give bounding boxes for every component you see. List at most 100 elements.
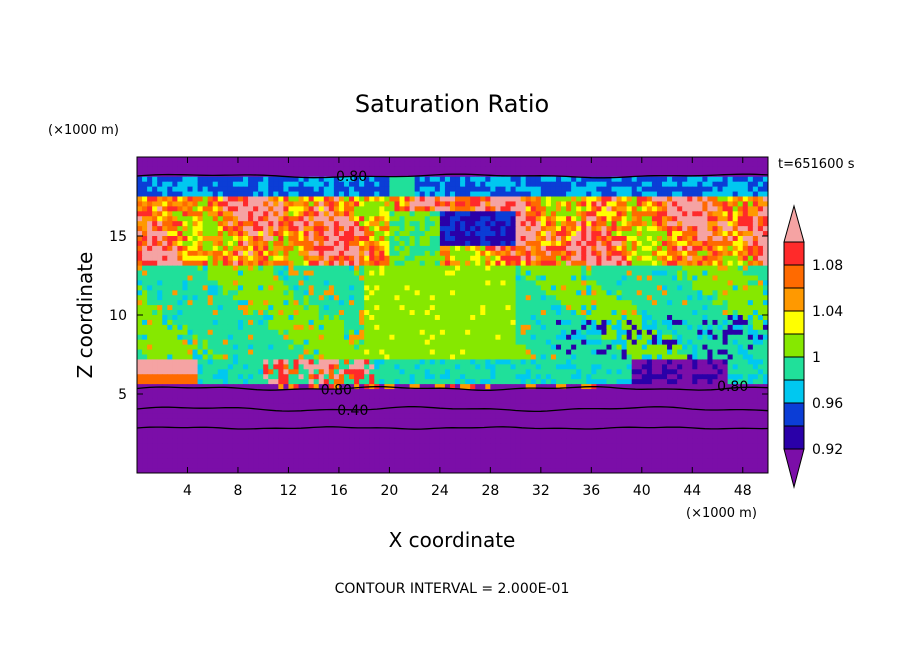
heatmap-cell bbox=[717, 236, 724, 242]
heatmap-cell bbox=[369, 349, 375, 356]
heatmap-cell bbox=[237, 344, 244, 351]
heatmap-cell bbox=[515, 280, 522, 286]
heatmap-cell bbox=[475, 161, 481, 168]
heatmap-cell bbox=[621, 206, 628, 212]
heatmap-cell bbox=[722, 285, 729, 291]
heatmap-cell bbox=[273, 191, 279, 198]
heatmap-cell bbox=[338, 329, 345, 336]
heatmap-cell bbox=[369, 226, 375, 232]
heatmap-cell bbox=[197, 250, 204, 257]
heatmap-cell bbox=[137, 196, 143, 203]
heatmap-cell bbox=[359, 216, 365, 222]
heatmap-cell bbox=[308, 275, 315, 282]
heatmap-cell bbox=[167, 211, 173, 217]
heatmap-cell bbox=[712, 319, 719, 326]
heatmap-cell bbox=[661, 305, 668, 311]
heatmap-cell bbox=[651, 315, 658, 321]
heatmap-cell bbox=[349, 329, 355, 336]
heatmap-cell bbox=[465, 181, 471, 188]
heatmap-cell bbox=[515, 176, 522, 183]
heatmap-cell bbox=[293, 290, 300, 296]
heatmap-cell bbox=[429, 315, 436, 321]
heatmap-cell bbox=[702, 310, 709, 316]
heatmap-cell bbox=[248, 295, 254, 301]
heatmap-cell bbox=[384, 201, 390, 207]
heatmap-cell bbox=[283, 206, 290, 212]
heatmap-cell bbox=[157, 275, 163, 282]
heatmap-cell bbox=[384, 236, 390, 242]
heatmap-cell bbox=[333, 240, 340, 247]
heatmap-cell bbox=[308, 157, 315, 163]
heatmap-cell bbox=[677, 275, 683, 282]
heatmap-cell bbox=[227, 285, 234, 291]
heatmap-cell bbox=[379, 305, 385, 311]
heatmap-cell bbox=[323, 186, 330, 193]
heatmap-cell bbox=[707, 324, 714, 331]
heatmap-cell bbox=[364, 339, 370, 346]
heatmap-cell bbox=[656, 196, 663, 203]
heatmap-cell bbox=[737, 349, 744, 356]
heatmap-cell bbox=[727, 260, 734, 267]
heatmap-cell bbox=[232, 161, 239, 168]
heatmap-cell bbox=[586, 157, 592, 163]
heatmap-cell bbox=[419, 211, 426, 217]
heatmap-cell bbox=[545, 290, 552, 296]
heatmap-cell bbox=[692, 349, 698, 356]
heatmap-cell bbox=[152, 270, 158, 277]
heatmap-cell bbox=[293, 171, 300, 178]
heatmap-cell bbox=[449, 176, 456, 183]
heatmap-cell bbox=[308, 176, 315, 183]
heatmap-cell bbox=[712, 181, 719, 188]
heatmap-cell bbox=[298, 310, 305, 316]
heatmap-cell bbox=[535, 285, 542, 291]
heatmap-cell bbox=[571, 157, 577, 163]
heatmap-cell bbox=[672, 295, 678, 301]
heatmap-cell bbox=[505, 181, 512, 188]
heatmap-cell bbox=[510, 260, 517, 267]
heatmap-cell bbox=[470, 181, 476, 188]
heatmap-cell bbox=[586, 216, 592, 222]
heatmap-cell bbox=[354, 157, 360, 163]
heatmap-cell bbox=[449, 186, 456, 193]
heatmap-cell bbox=[202, 231, 209, 237]
heatmap-cell bbox=[530, 226, 537, 232]
heatmap-cell bbox=[500, 157, 507, 163]
heatmap-cell bbox=[338, 221, 345, 227]
heatmap-cell bbox=[510, 196, 517, 203]
heatmap-cell bbox=[283, 329, 290, 336]
heatmap-cell bbox=[343, 236, 350, 242]
heatmap-cell bbox=[414, 265, 421, 272]
heatmap-cell bbox=[424, 310, 431, 316]
heatmap-cell bbox=[601, 275, 608, 282]
heatmap-cell bbox=[672, 290, 678, 296]
heatmap-cell bbox=[369, 315, 375, 321]
heatmap-cell bbox=[475, 245, 481, 252]
heatmap-cell bbox=[646, 240, 653, 247]
heatmap-cell bbox=[439, 339, 446, 346]
heatmap-cell bbox=[364, 329, 370, 336]
heatmap-cell bbox=[253, 157, 259, 163]
heatmap-cell bbox=[424, 280, 431, 286]
heatmap-cell bbox=[379, 157, 385, 163]
heatmap-cell bbox=[318, 157, 325, 163]
heatmap-cell bbox=[157, 250, 163, 257]
heatmap-cell bbox=[394, 255, 401, 262]
heatmap-cell bbox=[338, 334, 345, 341]
heatmap-cell bbox=[682, 255, 688, 262]
heatmap-cell bbox=[465, 157, 471, 163]
heatmap-cell bbox=[449, 191, 456, 198]
heatmap-cell bbox=[722, 329, 729, 336]
heatmap-cell bbox=[621, 157, 628, 163]
heatmap-cell bbox=[222, 231, 229, 237]
heatmap-cell bbox=[439, 216, 446, 222]
heatmap-cell bbox=[338, 196, 345, 203]
heatmap-cell bbox=[606, 285, 613, 291]
heatmap-cell bbox=[237, 231, 244, 237]
heatmap-cell bbox=[636, 270, 643, 277]
heatmap-cell bbox=[349, 255, 355, 262]
heatmap-cell bbox=[692, 216, 698, 222]
heatmap-cell bbox=[550, 250, 557, 257]
heatmap-cell bbox=[424, 329, 431, 336]
heatmap-cell bbox=[379, 191, 385, 198]
heatmap-cell bbox=[550, 196, 557, 203]
